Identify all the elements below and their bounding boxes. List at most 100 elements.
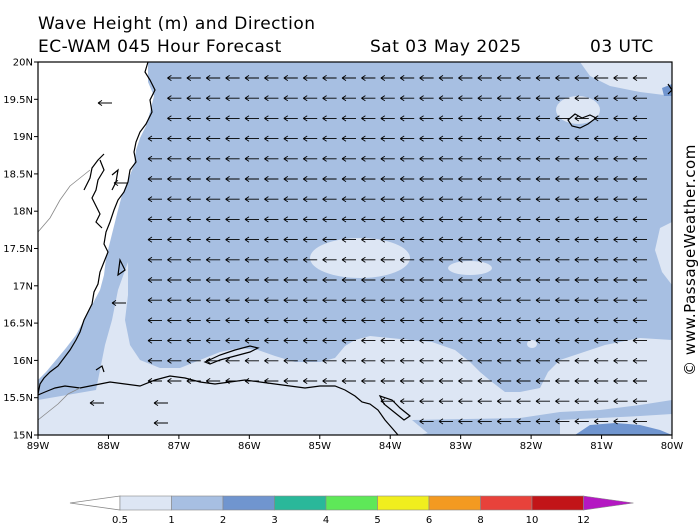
wave-arrow	[613, 75, 628, 81]
wave-arrow	[244, 155, 259, 162]
wave-arrow	[283, 297, 298, 304]
wave-arrow	[593, 418, 609, 425]
wave-arrow	[205, 176, 221, 182]
wave-arrow	[419, 95, 434, 102]
wave-arrow	[632, 236, 647, 243]
lat-tick-label: 18.5N	[3, 169, 33, 180]
wave-arrow	[632, 337, 647, 344]
wave-arrow	[574, 256, 589, 263]
wave-arrow	[380, 378, 395, 384]
wave-arrow	[380, 317, 395, 324]
legend-label: 1	[168, 515, 174, 525]
wave-arrow	[438, 75, 453, 81]
wave-arrow	[535, 357, 550, 364]
wave-arrow	[205, 297, 221, 304]
wave-arrow	[302, 317, 318, 324]
wave-arrow	[458, 337, 473, 344]
wave-arrow	[477, 75, 492, 81]
legend-color-swatch	[428, 495, 481, 511]
wave-arrow	[186, 277, 201, 283]
wave-arrow	[593, 378, 609, 384]
wave-arrow	[593, 317, 609, 324]
wave-arrow	[302, 176, 318, 182]
wave-arrow	[147, 216, 162, 223]
wave-arrow	[167, 378, 182, 384]
wave-arrow	[205, 357, 221, 364]
wave-arrow	[283, 256, 298, 263]
wave-arrow	[477, 196, 492, 203]
wave-arrow	[574, 418, 589, 425]
wave-arrow	[97, 100, 112, 106]
wave-arrow	[147, 317, 162, 324]
wave-arrow	[205, 216, 221, 223]
wave-arrow	[225, 378, 240, 384]
wave-arrow	[496, 135, 512, 142]
wave-arrow	[322, 357, 337, 364]
wave-arrow	[205, 155, 221, 162]
wave-arrow	[438, 357, 453, 364]
wave-arrow	[302, 115, 318, 122]
wave-arrow	[283, 216, 298, 223]
wave-arrow	[458, 297, 473, 304]
wave-arrow	[535, 95, 550, 102]
wave-arrow	[399, 135, 415, 142]
lon-tick-label: 82W	[520, 441, 543, 452]
wave-arrow	[613, 115, 628, 122]
wave-arrow	[244, 297, 259, 304]
wave-arrow	[555, 317, 570, 324]
wave-arrow	[361, 135, 376, 142]
wave-arrow	[302, 357, 318, 364]
wave-arrow	[361, 95, 376, 102]
wave-arrow	[593, 176, 609, 182]
wave-arrow	[147, 236, 162, 243]
wave-arrow	[438, 115, 453, 122]
wave-arrow	[205, 95, 221, 102]
wave-arrow	[477, 297, 492, 304]
legend-color-swatch	[171, 495, 224, 511]
wave-arrow	[496, 357, 512, 364]
wave-arrow	[516, 398, 531, 405]
wave-arrow	[419, 236, 434, 243]
wave-arrow	[477, 216, 492, 223]
wave-arrow	[438, 337, 453, 344]
wave-arrow	[167, 196, 182, 203]
wave-arrow	[341, 196, 356, 203]
wave-arrow	[380, 115, 395, 122]
wave-arrow	[613, 317, 628, 324]
wave-arrow	[516, 317, 531, 324]
wave-arrow	[535, 135, 550, 142]
wave-arrow	[516, 418, 531, 425]
wave-arrow	[341, 297, 356, 304]
wave-arrow	[516, 297, 531, 304]
wave-arrow	[496, 398, 512, 405]
wave-arrow	[283, 155, 298, 162]
legend-color-swatch	[480, 495, 533, 511]
wave-arrow	[613, 418, 628, 425]
wave-arrow	[496, 277, 512, 283]
wave-arrow	[496, 256, 512, 263]
wave-arrow	[419, 115, 434, 122]
wave-arrow	[399, 297, 415, 304]
legend-color-swatch	[119, 495, 172, 511]
wave-arrow	[244, 378, 259, 384]
wave-arrow	[244, 256, 259, 263]
wave-arrow	[438, 378, 453, 384]
wave-arrow	[458, 95, 473, 102]
wave-arrow	[302, 75, 318, 81]
wave-arrow	[477, 115, 492, 122]
wave-arrow	[283, 135, 298, 142]
wave-arrow	[458, 236, 473, 243]
wave-arrow	[244, 95, 259, 102]
sea-1-2m-south	[420, 428, 520, 435]
wave-arrow	[555, 216, 570, 223]
wave-arrow	[458, 196, 473, 203]
wave-arrow	[535, 236, 550, 243]
wave-arrow	[555, 236, 570, 243]
wave-arrow	[225, 297, 240, 304]
wave-arrow	[361, 196, 376, 203]
wave-arrow	[574, 357, 589, 364]
lon-tick-label: 89W	[27, 441, 50, 452]
wave-arrow	[613, 297, 628, 304]
wave-arrow	[225, 115, 240, 122]
wave-arrow	[496, 297, 512, 304]
